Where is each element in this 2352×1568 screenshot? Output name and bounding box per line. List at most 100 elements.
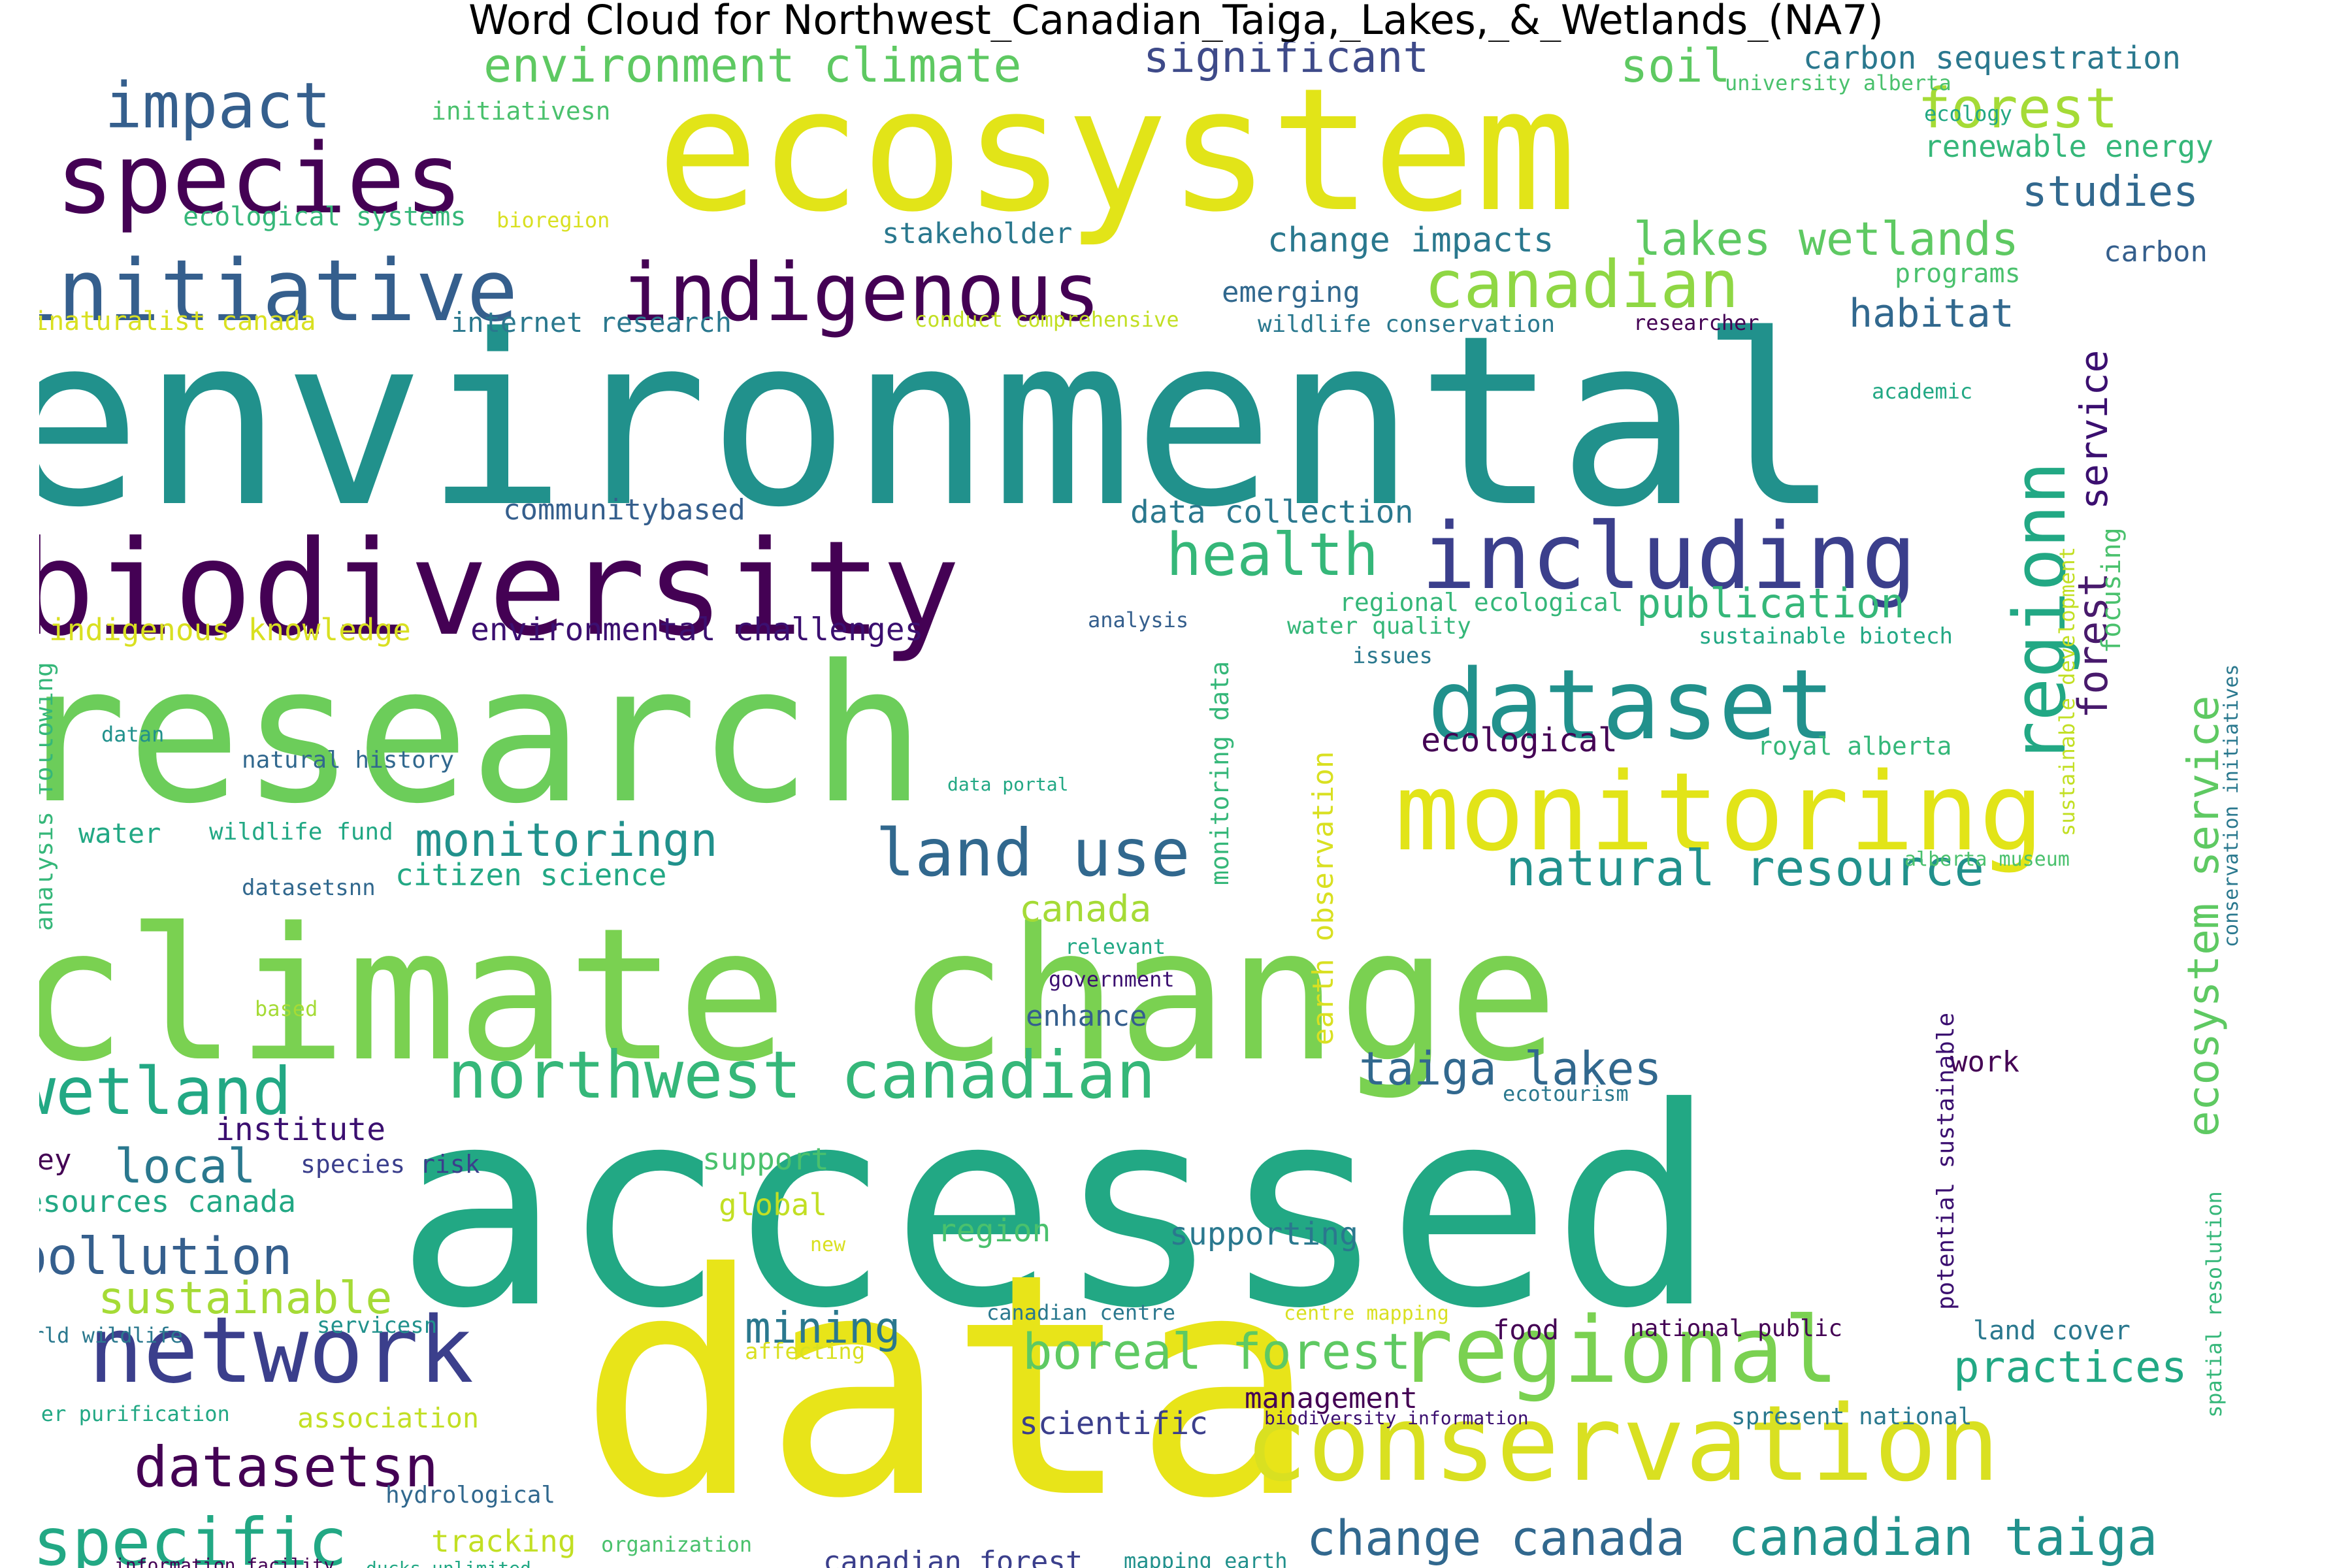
word-inaturalist-canada: inaturalist canada [39,306,316,336]
word-wetland: wetland [39,1053,291,1130]
word-significant: significant [1143,42,1429,82]
word-ecosystem: ecosystem [657,52,1577,250]
word-pollution: pollution [39,1228,293,1286]
word-analysis-following: analysis following [39,662,58,931]
word-biodiversity-information: biodiversity information [1264,1407,1529,1429]
word-practices: practices [1953,1342,2187,1392]
word-species-risk: species risk [301,1150,480,1179]
word-carbon-sequestration: carbon sequestration [1803,42,2181,76]
word-change-canada: change canada [1307,1511,1685,1567]
word-ecological: ecological [1421,721,1618,759]
page-title: Word Cloud for Northwest_Canadian_Taiga,… [468,0,1884,44]
word-datasetsnn: datasetsnn [242,875,376,901]
word-datan: datan [101,722,164,747]
word-affecting: affecting [745,1339,865,1365]
word-focusing: focusing [2097,527,2127,653]
word-data-portal: data portal [947,774,1068,795]
word-service: service [2072,350,2116,510]
word-including: including [1421,504,1917,610]
word-communitybased: communitybased [503,493,745,527]
word-sustainable-biotech: sustainable biotech [1699,623,1953,649]
word-data: data [578,1208,1318,1565]
word-dataset: dataset [1428,649,1835,761]
word-supporting: supporting [1169,1216,1358,1252]
word-canadian-taiga: canadian taiga [1728,1509,2157,1567]
word-conservation-initiatives: conservation initiatives [2220,664,2243,947]
word-indigenous-knowledge: indigenous knowledge [49,612,411,647]
word-government: government [1049,967,1175,992]
word-centre-mapping: centre mapping [1284,1302,1449,1325]
word-association: association [297,1402,479,1434]
word-network: network [88,1298,474,1404]
word-impact: impact [105,69,331,142]
word-earth-observation: earth observation [1307,751,1340,1045]
word-boreal-forest: boreal forest [1022,1322,1411,1380]
word-studies: studies [2022,168,2198,216]
word-environmental: environmental [39,285,1841,559]
word-food: food [1493,1314,1559,1346]
word-indigenous: indigenous [621,246,1101,339]
word-biodiversity: biodiversity [39,513,960,665]
word-forest: forest [2069,572,2117,719]
word-change-impacts: change impacts [1267,221,1554,260]
word-conduct-comprehensive: conduct comprehensive [915,307,1179,332]
word-regional-ecological: regional ecological [1339,588,1624,617]
word-regionn: regionn [1998,461,2082,764]
word-programs: programs [1895,259,2021,289]
word-new: new [810,1233,846,1256]
word-bioregion: bioregion [497,208,610,233]
word-species: species [56,123,463,235]
word-water: water [78,817,161,849]
word-accessed: accessed [395,1049,1717,1369]
word-natural-history: natural history [242,747,454,774]
word-ecological-systems: ecological systems [183,202,466,232]
word-tracking: tracking [431,1524,576,1559]
word-mapping-earth: mapping earth [1124,1548,1287,1568]
word-regional: regional [1398,1298,1838,1404]
word-habitat: habitat [1849,291,2014,336]
word-wildlife-conservation: wildlife conservation [1258,311,1555,338]
word-conservation: conservation [1245,1382,2000,1505]
word-emerging: emerging [1222,276,1360,309]
word-ecosystem-service: ecosystem service [2178,695,2229,1137]
word-canadian-forest: canadian forest [823,1545,1083,1568]
word-climate-change: climate change [39,889,1558,1102]
word-servicesn: servicesn [317,1313,437,1339]
word-support: support [702,1141,829,1177]
word-key: key [39,1143,71,1177]
word-work: work [1950,1045,2019,1079]
word-global: global [719,1187,827,1222]
word-alberta-museum: alberta museum [1904,848,2070,871]
word-researcher: researcher [1633,310,1759,335]
word-sustainable-development: sustainable development [2055,547,2080,836]
word-scientific: scientific [1019,1405,1208,1442]
word-water-quality: water quality [1287,613,1471,640]
word-forest: forest [1918,76,2118,141]
word-specific: specific [39,1504,348,1568]
word-relevant: relevant [1065,934,1166,959]
word-university-alberta: university alberta [1725,71,1952,95]
word-ducks-unlimited: ducks unlimited [366,1558,531,1568]
word-world-wildlife: world wildlife [39,1323,183,1348]
word-ecology: ecology [1924,101,2012,126]
word-environment-climate: environment climate [483,42,1022,93]
word-local: local [114,1139,256,1194]
word-data-collection: data collection [1130,494,1413,531]
word-carbon: carbon [2104,235,2208,269]
word-wildlife-fund: wildlife fund [209,819,393,845]
word-royal-alberta: royal alberta [1757,732,1952,760]
word-soil: soil [1620,42,1731,93]
word-spresent-national: spresent national [1731,1403,1972,1430]
word-management: management [1245,1382,1418,1415]
word-sustainable: sustainable [98,1273,392,1324]
word-citizen-science: citizen science [395,857,666,892]
word-canada: canada [1019,888,1151,930]
word-datasetsn: datasetsn [134,1435,438,1500]
word-research: research [39,625,926,845]
word-hydrological: hydrological [385,1482,555,1509]
word-health: health [1166,521,1379,589]
word-stakeholder: stakeholder [882,217,1072,250]
word-region: region [938,1213,1051,1249]
word-northwest-canadian: northwest canadian [448,1037,1156,1113]
word-initiative: initiative [39,241,518,340]
